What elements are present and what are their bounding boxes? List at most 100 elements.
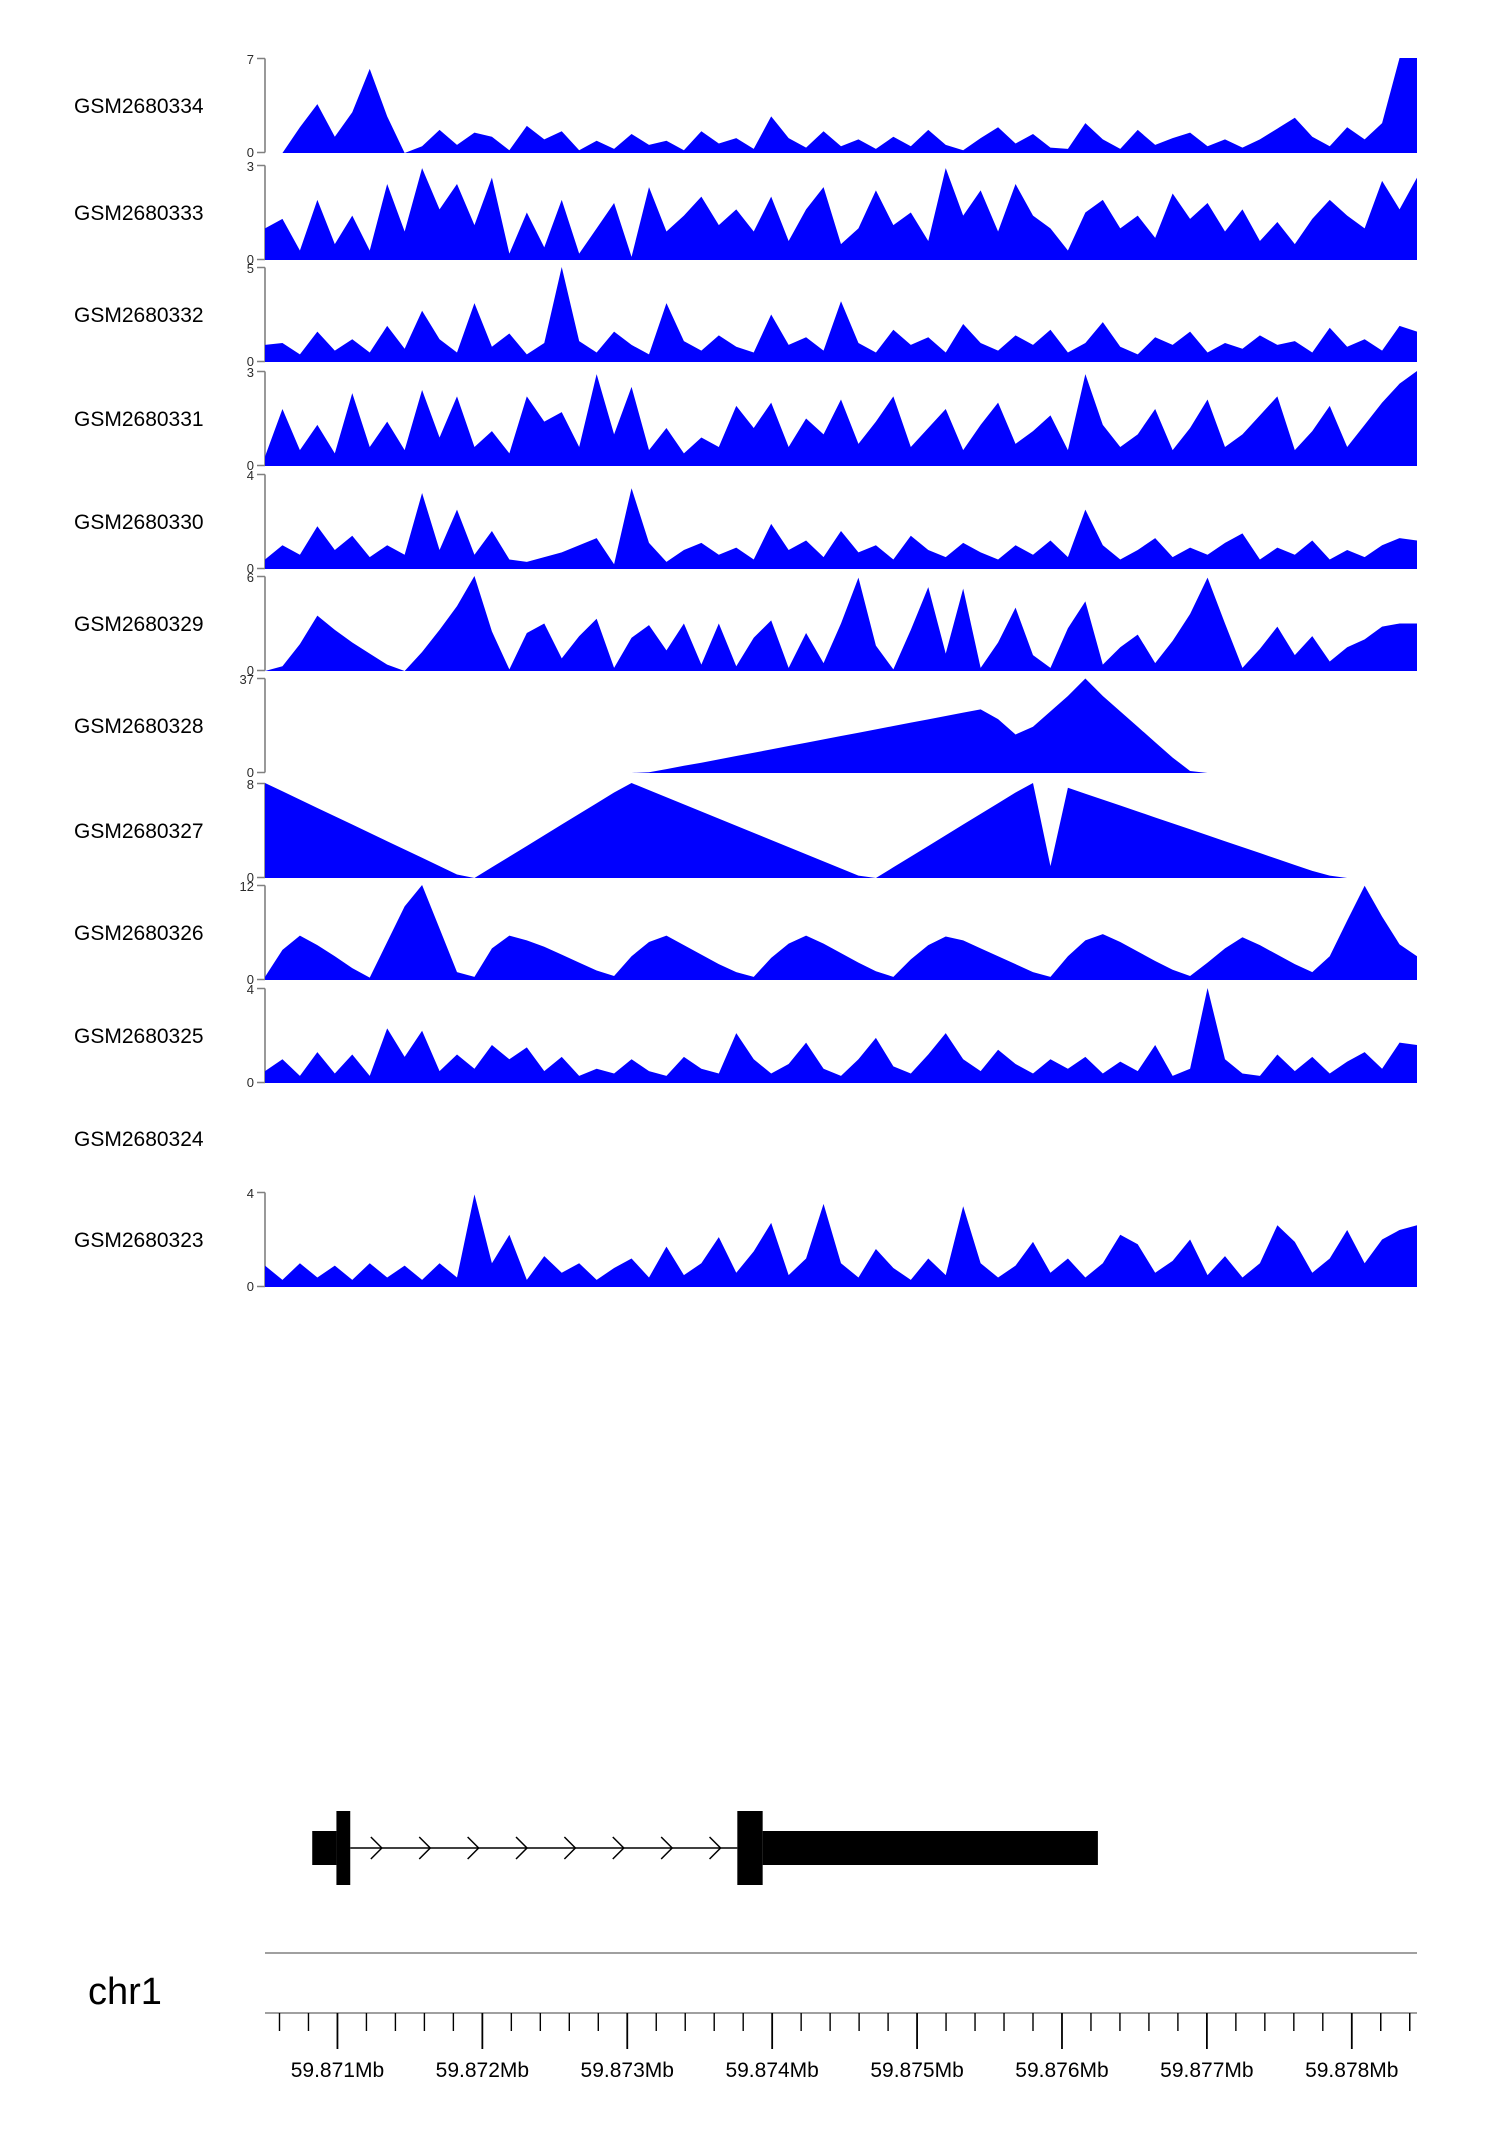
y-axis-max-label: 37 <box>240 672 254 687</box>
coverage-area-GSM2680334[interactable] <box>265 58 1417 153</box>
gene-exon-block[interactable] <box>312 1831 337 1865</box>
coverage-area-GSM2680323[interactable] <box>265 1192 1417 1287</box>
coverage-polygon <box>265 267 1417 362</box>
coverage-polygon <box>265 678 1417 773</box>
strand-arrow-icon <box>515 1836 529 1860</box>
coverage-track[interactable]: GSM2680327 8 0 <box>0 777 1500 886</box>
y-axis-min-label: 0 <box>247 252 254 267</box>
y-axis-min-label: 0 <box>247 972 254 987</box>
track-label-GSM2680332: GSM2680332 <box>74 303 204 327</box>
coverage-area-GSM2680328[interactable] <box>265 678 1417 773</box>
coverage-track[interactable]: GSM2680329 6 0 <box>0 570 1500 679</box>
coverage-track[interactable]: GSM2680331 3 0 <box>0 365 1500 474</box>
strand-arrow-icon <box>612 1836 625 1860</box>
strand-arrow-icon <box>563 1836 577 1860</box>
y-axis-max-label: 4 <box>247 982 254 997</box>
gene-annotation-track[interactable] <box>265 1780 1417 1910</box>
y-axis-min-label: 0 <box>247 561 254 576</box>
coverage-polygon <box>265 371 1417 466</box>
track-label-GSM2680334: GSM2680334 <box>74 94 204 118</box>
y-axis-max-label: 3 <box>247 159 254 174</box>
ruler-tick-label: 59.875Mb <box>870 2059 963 2082</box>
strand-arrow-icon <box>467 1836 480 1860</box>
coverage-track[interactable]: GSM2680333 3 0 <box>0 159 1500 268</box>
ruler-ticks: 59.871Mb 59.872Mb 59.873Mb 59.874Mb 59.875Mb… <box>265 1945 1417 2085</box>
strand-arrow-icon <box>418 1836 432 1860</box>
coverage-area-GSM2680331[interactable] <box>265 371 1417 466</box>
coverage-track[interactable]: GSM2680328 37 0 <box>0 672 1500 781</box>
coverage-area-GSM2680332[interactable] <box>265 267 1417 362</box>
coverage-area-GSM2680326[interactable] <box>265 885 1417 980</box>
y-axis-min-label: 0 <box>247 354 254 369</box>
gene-exon-block[interactable] <box>336 1811 351 1885</box>
y-axis-max-label: 12 <box>240 879 254 894</box>
ruler-tick-label: 59.873Mb <box>581 2059 674 2082</box>
coverage-polygon <box>265 885 1417 980</box>
coverage-area-GSM2680325[interactable] <box>265 988 1417 1083</box>
coverage-polygon <box>265 168 1417 260</box>
y-axis-max-label: 5 <box>247 261 254 276</box>
y-axis: 12 0 <box>240 879 267 987</box>
gene-exon-block[interactable] <box>737 1811 763 1885</box>
strand-arrow-icon <box>660 1836 674 1860</box>
track-label-GSM2680328: GSM2680328 <box>74 714 204 738</box>
y-axis-min-label: 0 <box>247 870 254 885</box>
ruler-tick-label: 59.874Mb <box>725 2059 818 2082</box>
coverage-track[interactable]: GSM2680334 7 0 <box>0 52 1500 161</box>
strand-arrow-icon <box>370 1836 383 1860</box>
ruler-tick-label: 59.878Mb <box>1305 2059 1398 2082</box>
y-axis-min-label: 0 <box>247 458 254 473</box>
y-axis-max-label: 4 <box>247 468 254 483</box>
coverage-area-GSM2680327[interactable] <box>265 783 1417 878</box>
coverage-polygon <box>265 576 1417 671</box>
genome-axis-ruler[interactable]: chr1 59.871Mb 59.872Mb 59.873Mb 59.874Mb 59.… <box>0 1945 1500 2085</box>
coverage-track[interactable]: GSM2680325 4 0 <box>0 982 1500 1091</box>
ruler-tick-label: 59.871Mb <box>291 2059 384 2082</box>
y-axis-min-label: 0 <box>247 145 254 160</box>
track-label-GSM2680323: GSM2680323 <box>74 1228 204 1252</box>
y-axis-max-label: 6 <box>247 570 254 585</box>
chromosome-label: chr1 <box>88 1971 162 2013</box>
y-axis-max-label: 8 <box>247 777 254 792</box>
gene-exon-block[interactable] <box>762 1831 1098 1865</box>
coverage-polygon <box>265 783 1417 878</box>
track-label-GSM2680330: GSM2680330 <box>74 510 204 534</box>
track-label-GSM2680327: GSM2680327 <box>74 819 204 843</box>
coverage-polygon <box>265 488 1417 569</box>
y-axis: 37 0 <box>240 672 267 780</box>
y-axis-max-label: 7 <box>247 52 254 67</box>
track-label-GSM2680326: GSM2680326 <box>74 921 204 945</box>
y-axis-min-label: 0 <box>247 1075 254 1090</box>
ruler-tick-label: 59.876Mb <box>1015 2059 1108 2082</box>
ruler-tick-label: 59.872Mb <box>436 2059 529 2082</box>
coverage-polygon <box>265 988 1417 1083</box>
track-label-GSM2680331: GSM2680331 <box>74 407 204 431</box>
track-label-GSM2680324: GSM2680324 <box>74 1127 204 1151</box>
y-axis-min-label: 0 <box>247 663 254 678</box>
track-label-GSM2680329: GSM2680329 <box>74 612 204 636</box>
coverage-track[interactable]: GSM2680323 4 0 <box>0 1186 1500 1295</box>
coverage-polygon <box>265 1194 1417 1287</box>
coverage-polygon <box>265 58 1417 153</box>
track-label-GSM2680325: GSM2680325 <box>74 1024 204 1048</box>
strand-arrow-icon <box>709 1836 722 1860</box>
coverage-track[interactable]: GSM2680330 4 0 <box>0 468 1500 577</box>
coverage-area-GSM2680329[interactable] <box>265 576 1417 671</box>
coverage-area-GSM2680330[interactable] <box>265 474 1417 569</box>
coverage-area-GSM2680333[interactable] <box>265 165 1417 260</box>
coverage-track[interactable]: GSM2680326 12 0 <box>0 879 1500 988</box>
y-axis-min-label: 0 <box>247 765 254 780</box>
coverage-track[interactable]: GSM2680324 <box>0 1091 1500 1194</box>
coverage-track[interactable]: GSM2680332 5 0 <box>0 261 1500 370</box>
ruler-tick-label: 59.877Mb <box>1160 2059 1253 2082</box>
y-axis-min-label: 0 <box>247 1279 254 1294</box>
